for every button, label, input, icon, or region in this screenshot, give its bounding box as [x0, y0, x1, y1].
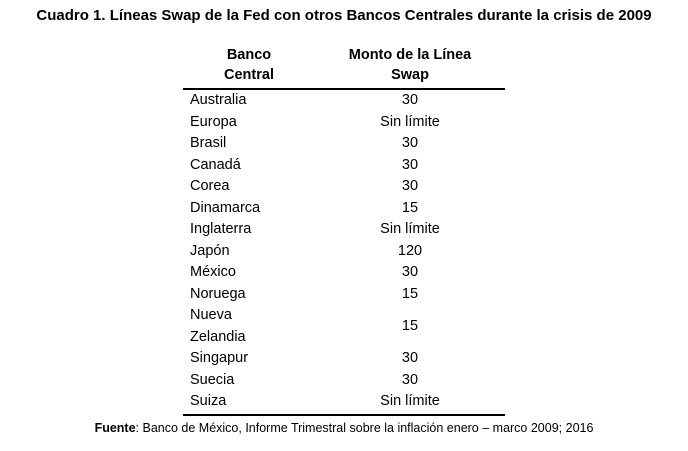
cell-banco-central: Dinamarca — [190, 199, 261, 216]
cell-banco-central: Singapur — [190, 350, 249, 366]
cell-banco-central: Canadá — [190, 156, 241, 173]
cell-banco-central: Brasil — [190, 135, 227, 151]
cell-banco-central: Noruega — [190, 285, 246, 302]
cell-monto-swap: 15 — [401, 317, 419, 334]
cell-monto-swap: Sin límite — [380, 113, 440, 130]
cell-monto-swap: Sin límite — [380, 393, 440, 409]
table-row: México 30 — [183, 262, 505, 284]
cell-monto-swap: 30 — [401, 264, 419, 280]
cell-monto-swap: 15 — [401, 285, 419, 302]
cell-banco-central: Nueva Zelandia — [190, 307, 246, 345]
table-body: Australia 30 Europa Sin límite Brasil 30 Canad… — [183, 90, 505, 416]
cell-monto-swap: 30 — [401, 178, 419, 194]
table-row: Nueva Zelandia 15 — [183, 305, 505, 348]
cell-banco-central: Suiza — [190, 393, 227, 409]
cell-banco-central: Japón — [190, 242, 230, 259]
table-row: Canadá 30 — [183, 155, 505, 177]
cell-monto-swap: 15 — [401, 199, 419, 216]
cell-monto-swap: 30 — [401, 156, 419, 173]
table-header-row: Banco Central Monto de la Línea Swap — [183, 45, 505, 90]
table-row: Brasil 30 — [183, 133, 505, 155]
table-row: Europa Sin límite — [183, 112, 505, 134]
cell-banco-central: Corea — [190, 178, 230, 194]
source-label: Fuente — [94, 420, 136, 435]
cell-monto-swap: 120 — [397, 242, 423, 259]
swap-lines-table: Banco Central Monto de la Línea Swap Aus… — [183, 45, 505, 416]
cell-monto-swap: 30 — [401, 135, 419, 151]
column-header-banco-central: Banco Central — [224, 47, 274, 83]
cell-monto-swap: 30 — [401, 371, 419, 388]
table-row: Suecia 30 — [183, 370, 505, 392]
source-text: : Banco de México, Informe Trimestral so… — [135, 420, 594, 435]
cell-banco-central: México — [190, 264, 236, 280]
cell-banco-central: Suecia — [190, 371, 235, 388]
cell-banco-central: Europa — [190, 113, 237, 130]
table-title: Cuadro 1. Líneas Swap de la Fed con otro… — [36, 7, 652, 24]
cell-banco-central: Australia — [190, 92, 247, 108]
table-row: Corea 30 — [183, 176, 505, 198]
cell-monto-swap: 30 — [401, 350, 419, 366]
cell-banco-central: Inglaterra — [190, 221, 252, 237]
column-header-monto-linea-swap: Monto de la Línea Swap — [348, 47, 472, 83]
table-row: Australia 30 — [183, 90, 505, 112]
source-note: Fuente: Banco de México, Informe Trimest… — [0, 421, 688, 436]
table-row: Japón 120 — [183, 241, 505, 263]
table-row: Dinamarca 15 — [183, 198, 505, 220]
table-row: Singapur 30 — [183, 348, 505, 370]
cell-monto-swap: Sin límite — [380, 221, 440, 237]
table-row: Noruega 15 — [183, 284, 505, 306]
table-row: Suiza Sin límite — [183, 391, 505, 413]
cell-monto-swap: 30 — [401, 92, 419, 108]
table-row: Inglaterra Sin límite — [183, 219, 505, 241]
